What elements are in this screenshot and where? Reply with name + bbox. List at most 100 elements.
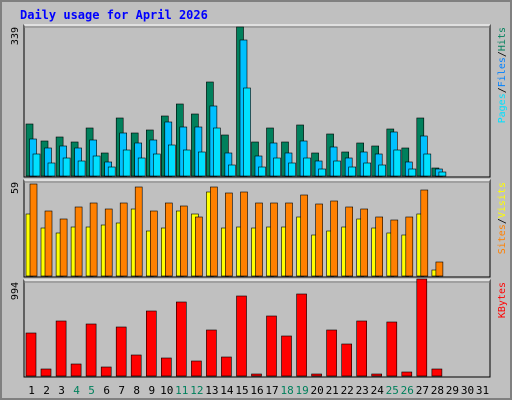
side-label-separator-3: / — [497, 51, 508, 57]
x-tick-label-day-5: 5 — [88, 384, 95, 397]
bar-sites-day-1 — [29, 183, 38, 277]
side-label-sites: Sites — [497, 224, 508, 254]
bar-pages-day-12 — [198, 151, 206, 177]
bar-kbytes-day-25 — [386, 321, 398, 377]
x-tick-label-day-7: 7 — [118, 384, 125, 397]
bar-sites-day-28 — [435, 261, 444, 277]
x-tick-label-day-13: 13 — [205, 384, 218, 397]
bar-pages-day-26 — [408, 168, 417, 177]
bar-sites-day-26 — [405, 216, 414, 277]
bar-kbytes-day-12 — [191, 360, 202, 377]
bar-sites-day-5 — [89, 202, 98, 277]
bar-kbytes-day-15 — [236, 295, 247, 377]
bar-sites-day-24 — [375, 216, 384, 277]
x-tick-label-day-6: 6 — [103, 384, 110, 397]
x-tick-label-day-16: 16 — [250, 384, 263, 397]
bar-pages-day-9 — [153, 153, 161, 177]
bar-pages-day-10 — [168, 144, 176, 177]
bar-pages-day-18 — [288, 162, 296, 177]
bar-kbytes-day-22 — [341, 343, 353, 377]
x-tick-label-day-25: 25 — [386, 384, 399, 397]
x-tick-label-day-22: 22 — [341, 384, 354, 397]
side-label-files: Files — [497, 57, 508, 87]
bar-kbytes-day-4 — [70, 363, 82, 377]
bar-sites-day-14 — [225, 192, 233, 277]
x-tick-label-day-11: 11 — [175, 384, 188, 397]
side-label-separator-1: / — [497, 218, 508, 224]
panel-bottom-ymax-label: 994 — [10, 282, 21, 300]
panel-top-ymax-label: 339 — [10, 27, 21, 45]
bar-sites-day-23 — [360, 208, 369, 277]
bar-pages-day-4 — [77, 160, 86, 177]
bar-pages-day-21 — [333, 160, 341, 177]
x-tick-label-day-17: 17 — [265, 384, 278, 397]
x-tick-label-day-18: 18 — [280, 384, 293, 397]
panel-bottom-side-label: KBytes — [497, 282, 508, 318]
bar-sites-day-22 — [345, 206, 354, 277]
bar-sites-day-4 — [74, 206, 83, 277]
x-axis: 1 2 3 4 5 6 7 8 9 10 11 12 13 14 15 16 17 18 19 20 21 22 23 24 2… — [28, 384, 489, 397]
x-tick-label-day-15: 15 — [235, 384, 248, 397]
side-label-hits: Hits — [497, 27, 508, 51]
bar-sites-day-11 — [180, 205, 188, 277]
x-tick-label-day-12: 12 — [190, 384, 203, 397]
x-tick-label-day-9: 9 — [148, 384, 155, 397]
bar-kbytes-day-6 — [100, 366, 112, 377]
bar-pages-day-23 — [363, 162, 372, 177]
series-sites — [29, 183, 444, 277]
bar-pages-day-13 — [213, 127, 221, 177]
bar-sites-day-16 — [255, 202, 263, 277]
bar-kbytes-day-18 — [281, 335, 292, 377]
x-tick-label-day-2: 2 — [43, 384, 50, 397]
x-tick-label-day-26: 26 — [401, 384, 414, 397]
bar-kbytes-day-20 — [311, 373, 322, 377]
bar-kbytes-day-3 — [55, 320, 67, 377]
bar-kbytes-day-28 — [431, 368, 443, 377]
panel-bottom-frame — [23, 279, 491, 378]
bar-kbytes-day-16 — [251, 373, 262, 377]
bar-pages-day-3 — [62, 157, 71, 177]
x-tick-label-day-21: 21 — [326, 384, 339, 397]
bar-kbytes-day-17 — [266, 315, 277, 377]
bar-sites-day-6 — [104, 208, 113, 277]
bar-kbytes-day-21 — [326, 329, 337, 377]
side-label-visits: Visits — [497, 182, 508, 218]
bar-pages-day-7 — [122, 149, 131, 177]
bar-sites-day-20 — [315, 203, 323, 277]
bar-pages-day-22 — [348, 166, 357, 177]
bar-kbytes-day-26 — [401, 371, 413, 377]
bar-pages-day-17 — [273, 157, 281, 177]
bar-sites-day-7 — [119, 202, 128, 277]
bar-pages-day-2 — [47, 162, 56, 177]
bar-pages-day-5 — [92, 155, 101, 177]
bar-pages-day-20 — [318, 168, 326, 177]
bar-sites-day-10 — [165, 202, 173, 277]
x-tick-label-day-8: 8 — [133, 384, 140, 397]
bar-sites-day-25 — [390, 219, 399, 277]
x-tick-label-day-24: 24 — [371, 384, 385, 397]
panel-top: 339 Pages/Files/Hits — [10, 24, 508, 178]
bar-pages-day-6 — [107, 166, 116, 177]
bar-kbytes-day-9 — [146, 310, 157, 377]
x-tick-label-day-23: 23 — [356, 384, 369, 397]
bar-pages-day-24 — [378, 164, 387, 177]
x-tick-label-day-27: 27 — [416, 384, 429, 397]
x-tick-label-day-20: 20 — [310, 384, 323, 397]
bar-pages-day-25 — [393, 149, 402, 177]
bar-kbytes-day-10 — [161, 357, 172, 377]
bar-sites-day-3 — [59, 218, 68, 277]
bar-pages-day-11 — [183, 149, 191, 177]
bar-pages-day-28 — [438, 171, 447, 177]
bar-sites-day-27 — [420, 189, 429, 277]
bar-kbytes-day-23 — [356, 320, 368, 377]
bar-sites-day-8 — [134, 186, 143, 277]
bar-kbytes-day-8 — [130, 354, 142, 377]
series-kbytes — [25, 278, 443, 377]
bar-sites-day-13 — [210, 186, 218, 277]
x-tick-label-day-10: 10 — [160, 384, 173, 397]
bar-kbytes-day-13 — [206, 329, 217, 377]
bar-sites-day-12 — [195, 216, 203, 277]
panel-top-side-label: Pages/Files/Hits — [497, 27, 508, 123]
